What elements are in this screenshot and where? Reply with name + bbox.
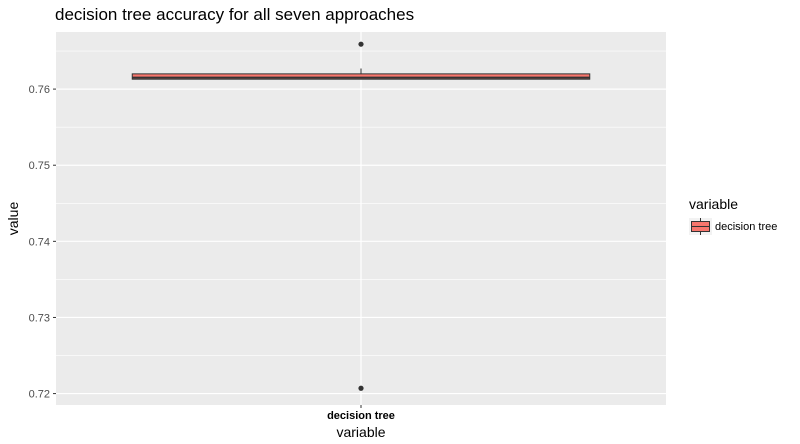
box-body (131, 73, 591, 80)
legend: variable decision tree (689, 196, 777, 235)
y-tick-label: 0.72 (29, 389, 50, 401)
y-tick-label: 0.75 (29, 160, 50, 172)
chart-title: decision tree accuracy for all seven app… (55, 5, 414, 24)
y-tick-label: 0.74 (29, 236, 50, 248)
y-tick-label: 0.73 (29, 312, 50, 324)
legend-label: decision tree (715, 221, 777, 233)
outlier-point (358, 385, 364, 391)
y-axis: 0.72 0.73 0.74 0.75 0.76 (29, 84, 56, 401)
box-layer (131, 41, 591, 391)
outlier-point (358, 41, 364, 47)
x-axis-title: variable (336, 424, 385, 440)
legend-title: variable (689, 196, 738, 212)
box-decision-tree (131, 41, 591, 391)
x-tick-label: decision tree (327, 410, 395, 422)
grid-lines (56, 32, 666, 405)
y-axis-title: value (5, 202, 21, 236)
x-axis: decision tree (327, 405, 395, 422)
y-tick-label: 0.76 (29, 84, 50, 96)
legend-key (689, 218, 712, 235)
